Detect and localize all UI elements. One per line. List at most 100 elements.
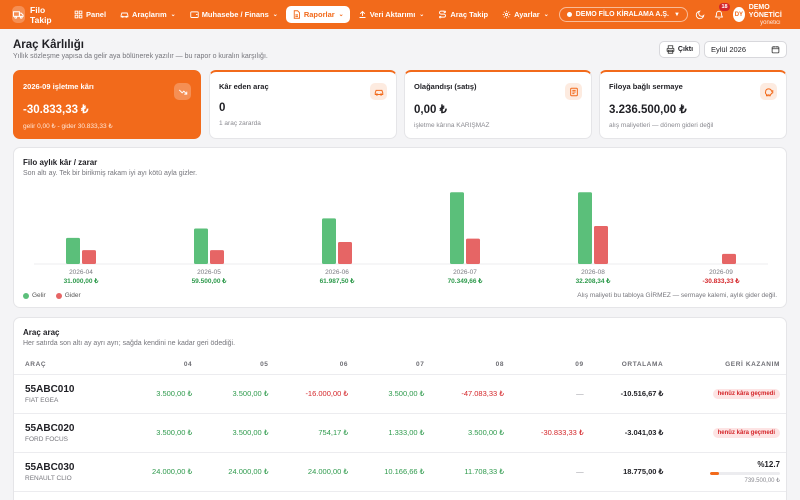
bell-icon[interactable]: 18	[712, 2, 731, 23]
page-subtitle: Yıllık sözleşme yapısa da gelir aya bölü…	[13, 53, 268, 60]
payback-cell: henüz kâra geçmedi	[671, 413, 786, 453]
nav-item-3[interactable]: Raporlar ⌄	[285, 6, 350, 23]
kpi-note: 1 araç zararda	[219, 120, 261, 127]
average-cell: 18.775,00 ₺	[591, 452, 672, 492]
kpi-label: Olağandışı (satış)	[414, 82, 477, 91]
expense-bar-2026-05[interactable]	[210, 250, 224, 264]
route-icon	[438, 10, 447, 19]
payback-cell: %12.7 739.500,00 ₺	[671, 452, 786, 492]
expense-bar-2026-07[interactable]	[466, 238, 480, 264]
document-icon	[292, 10, 301, 19]
month-value: 3.500,00 ₺	[156, 428, 193, 437]
nav-item-label: Araç Takip	[450, 10, 489, 19]
month-value: Eylül 2026	[711, 45, 747, 54]
payback-cost: 739.500,00 ₺	[744, 477, 780, 484]
month-cell: —	[512, 452, 592, 492]
status-dot	[566, 12, 572, 17]
chart-subtitle: Son altı ay. Tek bir birikmiş rakam iyi …	[23, 170, 198, 177]
vehicle-cell[interactable]: 55ABC010 FIAT EGEA	[14, 374, 124, 414]
expense-bar-2026-09[interactable]	[722, 253, 736, 264]
vehicle-model: FIAT EGEA	[25, 396, 59, 404]
payback-progress-fill	[710, 471, 719, 475]
month-value: 24.000,00 ₺	[307, 467, 349, 476]
chevron-down-icon: ⌄	[338, 12, 344, 18]
table-title: Araç araç	[23, 328, 60, 337]
kpi-label: Kâr eden araç	[219, 82, 269, 91]
column-header[interactable]: 09	[512, 355, 592, 375]
x-tick-label: 2026-08	[581, 269, 605, 276]
month-value: —	[576, 467, 584, 476]
vehicle-cell[interactable]: 55ABC030 RENAULT CLIO	[14, 452, 124, 492]
x-tick-label: 2026-06	[325, 269, 349, 276]
nav-item-label: Panel	[86, 10, 107, 19]
nav-item-1[interactable]: Araçlarım ⌄	[114, 6, 182, 23]
month-value: 3.500,00 ₺	[232, 389, 269, 398]
vehicle-model: RENAULT CLIO	[25, 474, 72, 482]
table-row[interactable]: 55ABC010 FIAT EGEA 3.500,00 ₺ 3.500,00 ₺ -16…	[14, 374, 786, 414]
chart-legend: Gelir Gider	[23, 292, 81, 299]
month-cell: 10.166,66 ₺	[356, 452, 433, 492]
month-cell: 24.000,00 ₺	[124, 452, 201, 492]
income-bar-2026-04[interactable]	[66, 237, 80, 264]
chevron-down-icon: ⌄	[419, 12, 425, 18]
moon-icon[interactable]	[694, 7, 707, 23]
income-bar-2026-08[interactable]	[578, 192, 592, 264]
chevron-down-icon: ⌄	[543, 12, 549, 18]
x-tick-label: 2026-05	[197, 269, 221, 276]
status-badge: henüz kâra geçmedi	[712, 428, 780, 438]
vehicle-plate: 55ABC030	[25, 461, 75, 473]
income-bar-2026-07[interactable]	[450, 192, 464, 264]
print-button[interactable]: Çıktı	[659, 41, 700, 58]
month-picker[interactable]: Eylül 2026	[704, 41, 787, 58]
month-cell: -16.000,00 ₺	[276, 374, 357, 414]
brand-name: Filo Takip	[30, 4, 52, 25]
expense-bar-2026-08[interactable]	[594, 226, 608, 264]
nav-item-6[interactable]: Ayarlar ⌄	[496, 6, 555, 23]
vehicle-cell[interactable]: 55ABC020 FORD FOCUS	[14, 413, 124, 453]
month-cell: -47.083,33 ₺	[432, 374, 513, 414]
legend-dot	[55, 292, 62, 299]
brand[interactable]: Filo Takip	[12, 5, 60, 25]
nav-item-2[interactable]: Muhasebe / Finans ⌄	[184, 6, 284, 23]
vehicle-table-card: Araç araç Her satırda son altı ay ayrı a…	[13, 317, 787, 500]
expense-bar-2026-04[interactable]	[82, 250, 96, 264]
expense-bar-2026-06[interactable]	[338, 242, 352, 264]
user-menu[interactable]: DY DEMO YÖNETİCİ yönetici	[733, 4, 792, 26]
table-row[interactable]: 55ABC030 RENAULT CLIO 24.000,00 ₺ 24.000,00…	[14, 452, 786, 492]
page-title: Araç Kârlılığı	[13, 39, 84, 51]
vehicle-plate: 55ABC020	[25, 422, 75, 434]
wallet-icon	[189, 10, 199, 19]
payback-percent: %12.7	[757, 459, 780, 469]
main-nav: Panel Araçlarım ⌄ Muhasebe / Finans ⌄ Raporla…	[68, 6, 555, 23]
month-cell: 3.500,00 ₺	[432, 413, 513, 453]
x-tick-label: 2026-09	[709, 269, 733, 276]
kpi-card-2: Olağandışı (satış) 0,00 ₺ işletme kârına K…	[404, 70, 592, 139]
payback-cell: henüz kâra geçmedi	[671, 374, 786, 414]
profit-chart-card: Filo aylık kâr / zarar Son altı ay. Tek …	[13, 147, 787, 308]
column-header[interactable]: 08	[432, 355, 513, 375]
month-value: 3.500,00 ₺	[232, 428, 269, 437]
month-value: 3.500,00 ₺	[156, 389, 193, 398]
nav-item-5[interactable]: Araç Takip	[432, 6, 494, 23]
average-cell: -10.516,67 ₺	[591, 374, 672, 414]
nav-item-0[interactable]: Panel	[68, 6, 112, 23]
company-name: DEMO FİLO KİRALAMA A.Ş.	[575, 11, 669, 18]
kpi-value: 0,00 ₺	[414, 104, 447, 116]
print-label: Çıktı	[677, 46, 694, 53]
nav-item-4[interactable]: Veri Aktarımı ⌄	[352, 6, 431, 23]
column-header[interactable]: 04	[124, 355, 201, 375]
company-selector[interactable]: DEMO FİLO KİRALAMA A.Ş. ▼	[558, 7, 688, 22]
column-header[interactable]: ARAÇ	[14, 355, 124, 375]
income-bar-2026-06[interactable]	[322, 218, 336, 264]
calendar-icon	[771, 46, 780, 54]
income-bar-2026-05[interactable]	[194, 228, 208, 264]
column-header[interactable]: 05	[200, 355, 277, 375]
column-header[interactable]: 07	[356, 355, 433, 375]
column-header[interactable]: GERİ KAZANIM	[671, 355, 786, 375]
chart-title: Filo aylık kâr / zarar	[23, 158, 98, 167]
kpi-value: 0	[219, 102, 226, 114]
column-header[interactable]: ORTALAMA	[591, 355, 672, 375]
kpi-note: gelir 0,00 ₺ - gider 30.833,33 ₺	[23, 123, 113, 130]
table-row[interactable]: 55ABC020 FORD FOCUS 3.500,00 ₺ 3.500,00 ₺ 75…	[14, 413, 786, 453]
column-header[interactable]: 06	[276, 355, 357, 375]
